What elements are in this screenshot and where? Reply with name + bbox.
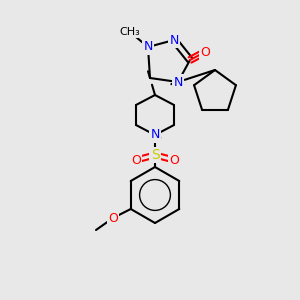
Text: N: N xyxy=(173,76,183,88)
Text: N: N xyxy=(143,40,153,53)
Text: S: S xyxy=(151,148,159,162)
Text: O: O xyxy=(169,154,179,166)
Text: CH₃: CH₃ xyxy=(120,27,140,37)
Text: N: N xyxy=(150,128,160,142)
Text: N: N xyxy=(169,34,179,46)
Text: O: O xyxy=(200,46,210,59)
Text: O: O xyxy=(108,212,118,224)
Text: O: O xyxy=(131,154,141,166)
